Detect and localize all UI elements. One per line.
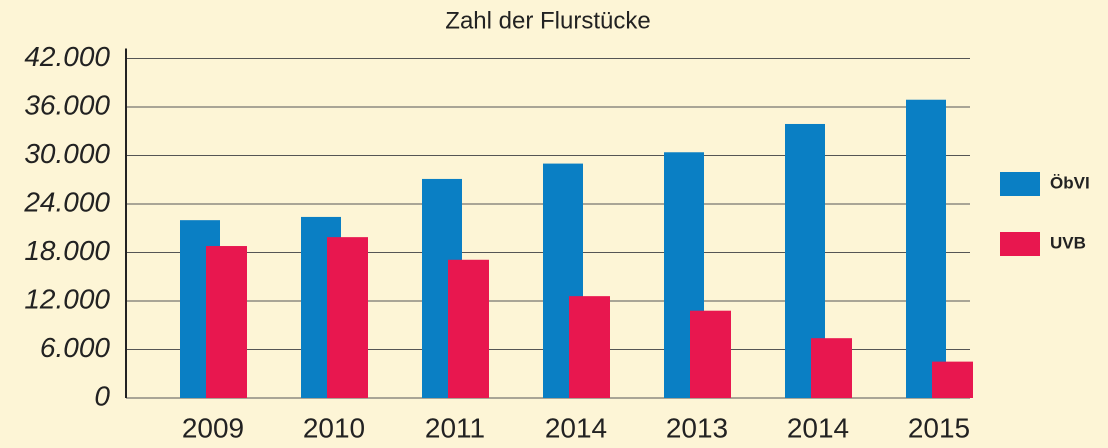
x-tick-label: 2013 (666, 412, 728, 443)
y-tick-label: 0 (94, 380, 110, 411)
y-tick-label: 18.000 (24, 235, 110, 266)
x-tick-label: 2014 (545, 412, 607, 443)
bar (206, 246, 247, 398)
chart-title: Zahl der Flurstücke (445, 7, 650, 34)
y-tick-label: 24.000 (23, 186, 110, 217)
legend-label: UVB (1050, 233, 1086, 252)
x-tick-label: 2015 (908, 412, 970, 443)
x-tick-label: 2014 (787, 412, 849, 443)
y-tick-label: 12.000 (24, 283, 110, 314)
x-tick-label: 2010 (303, 412, 365, 443)
y-tick-label: 6.000 (40, 332, 110, 363)
bar (690, 310, 731, 398)
y-tick-label: 36.000 (24, 89, 110, 120)
legend-swatch (1000, 172, 1040, 196)
legend-swatch (1000, 232, 1040, 256)
y-tick-label: 42.000 (24, 41, 110, 72)
bar (932, 361, 973, 398)
bar (906, 99, 946, 398)
y-tick-label: 30.000 (24, 138, 110, 169)
legend-label: ÖbVI (1050, 173, 1090, 192)
x-tick-label: 2011 (425, 412, 485, 443)
bar (811, 338, 852, 398)
bar (448, 259, 489, 398)
x-tick-label: 2009 (182, 412, 244, 443)
bar (327, 237, 368, 398)
bar (569, 296, 610, 398)
